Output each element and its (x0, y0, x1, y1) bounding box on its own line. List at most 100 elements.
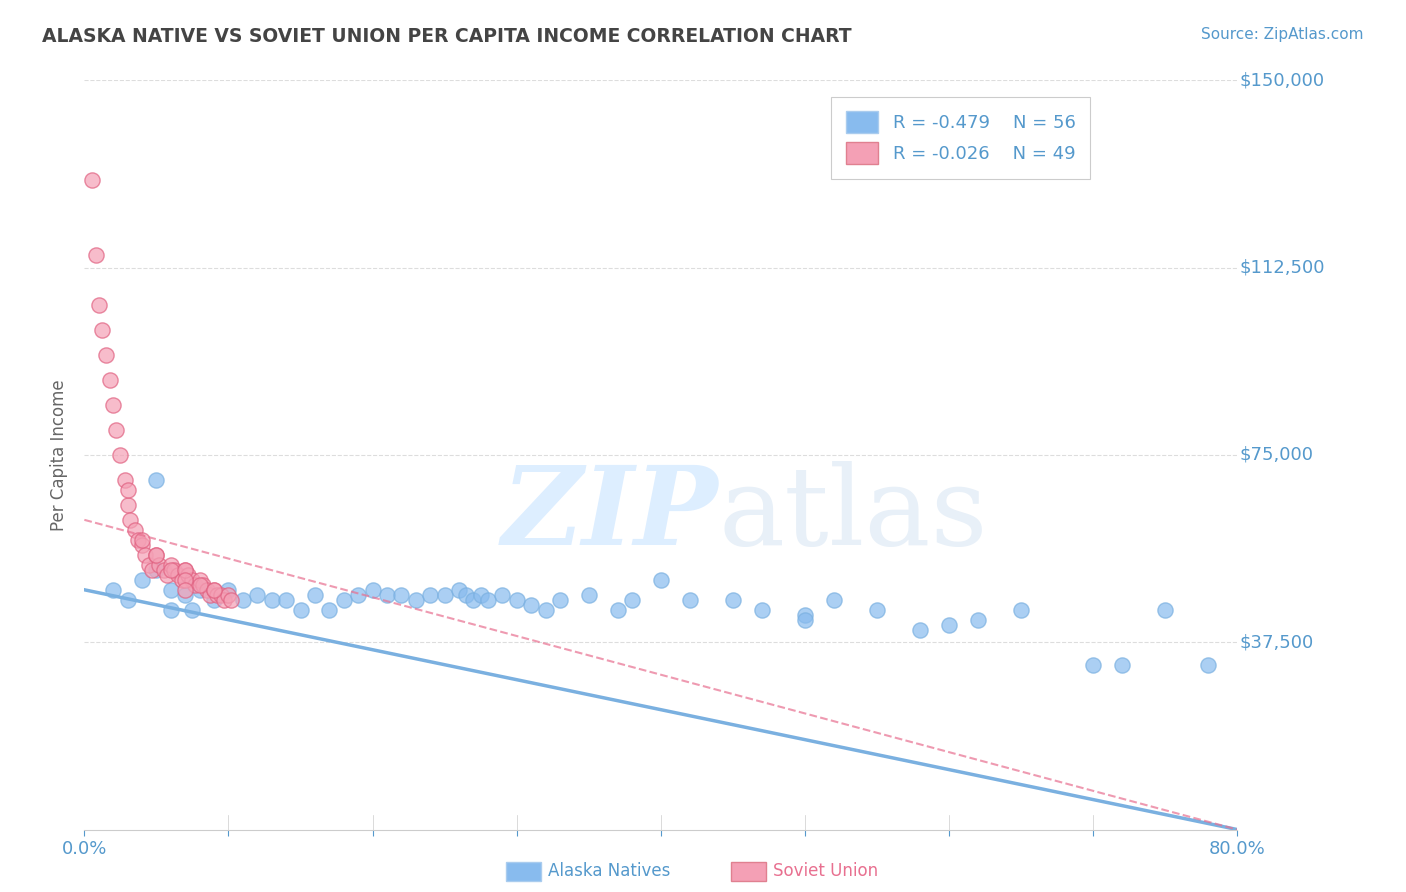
Text: Alaska Natives: Alaska Natives (548, 863, 671, 880)
Point (221, 592, 243, 607)
Text: $150,000: $150,000 (1240, 71, 1324, 89)
Point (218, 582, 240, 597)
Point (866, 603, 889, 617)
Point (391, 588, 413, 602)
Point (110, 448, 132, 462)
Point (202, 582, 225, 597)
Point (145, 548, 167, 562)
Point (160, 558, 183, 572)
Point (138, 558, 160, 572)
Point (174, 588, 197, 602)
Point (134, 548, 156, 562)
Point (578, 588, 600, 602)
Point (174, 563, 197, 577)
Text: Source: ZipAtlas.com: Source: ZipAtlas.com (1201, 27, 1364, 42)
Point (131, 538, 153, 552)
Point (276, 592, 298, 607)
Point (202, 582, 225, 597)
Point (181, 603, 204, 617)
Point (145, 548, 167, 562)
Point (141, 563, 163, 577)
Text: $75,000: $75,000 (1240, 446, 1313, 464)
Point (114, 473, 136, 487)
Point (103, 398, 124, 412)
Point (246, 588, 269, 602)
Point (127, 533, 149, 547)
Point (456, 588, 478, 602)
Point (124, 523, 146, 537)
Point (167, 567, 190, 582)
Point (98, 373, 121, 387)
Point (160, 563, 183, 577)
Point (419, 588, 441, 602)
Point (174, 582, 197, 597)
Point (1154, 603, 1177, 617)
Point (188, 573, 211, 587)
Point (721, 592, 744, 607)
Point (212, 592, 235, 607)
Text: $112,500: $112,500 (1240, 259, 1324, 277)
Point (160, 603, 183, 617)
Point (1083, 657, 1105, 672)
Point (191, 578, 214, 592)
Point (333, 592, 356, 607)
Point (520, 598, 543, 612)
Point (477, 592, 499, 607)
Point (181, 573, 204, 587)
Point (131, 533, 153, 547)
Text: atlas: atlas (718, 461, 988, 568)
Point (174, 563, 197, 577)
Point (145, 563, 167, 577)
Point (152, 563, 174, 577)
Point (184, 578, 207, 592)
Point (87, 298, 110, 312)
Point (103, 582, 124, 597)
Point (470, 588, 492, 602)
Point (361, 582, 384, 597)
Point (751, 603, 773, 617)
Point (177, 567, 200, 582)
Point (910, 623, 932, 637)
Point (405, 592, 427, 607)
Point (621, 592, 644, 607)
Point (90, 323, 112, 337)
Point (967, 613, 990, 627)
Point (80, 173, 103, 187)
Point (131, 573, 153, 587)
Point (290, 603, 312, 617)
Point (650, 573, 672, 587)
Text: Soviet Union: Soviet Union (773, 863, 879, 880)
Text: $37,500: $37,500 (1240, 633, 1313, 651)
Point (794, 613, 817, 627)
Point (347, 588, 370, 602)
Point (195, 582, 218, 597)
Text: ALASKA NATIVE VS SOVIET UNION PER CAPITA INCOME CORRELATION CHART: ALASKA NATIVE VS SOVIET UNION PER CAPITA… (42, 27, 852, 45)
Point (117, 498, 139, 512)
Point (148, 558, 170, 572)
Point (491, 588, 513, 602)
Point (823, 592, 845, 607)
Point (433, 588, 456, 602)
Point (198, 588, 221, 602)
Point (209, 588, 232, 602)
Point (375, 588, 398, 602)
Point (117, 483, 139, 497)
Point (205, 588, 228, 602)
Point (304, 588, 326, 602)
Point (534, 603, 557, 617)
Point (318, 603, 340, 617)
Point (120, 513, 142, 527)
Point (506, 592, 529, 607)
Point (105, 423, 128, 437)
Y-axis label: Per Capita Income: Per Capita Income (51, 379, 69, 531)
Point (218, 588, 240, 602)
Point (1010, 603, 1032, 617)
Point (188, 582, 211, 597)
Point (188, 578, 211, 592)
Point (232, 592, 254, 607)
Point (548, 592, 571, 607)
Point (463, 592, 485, 607)
Point (163, 563, 186, 577)
Point (174, 573, 197, 587)
Point (606, 603, 628, 617)
